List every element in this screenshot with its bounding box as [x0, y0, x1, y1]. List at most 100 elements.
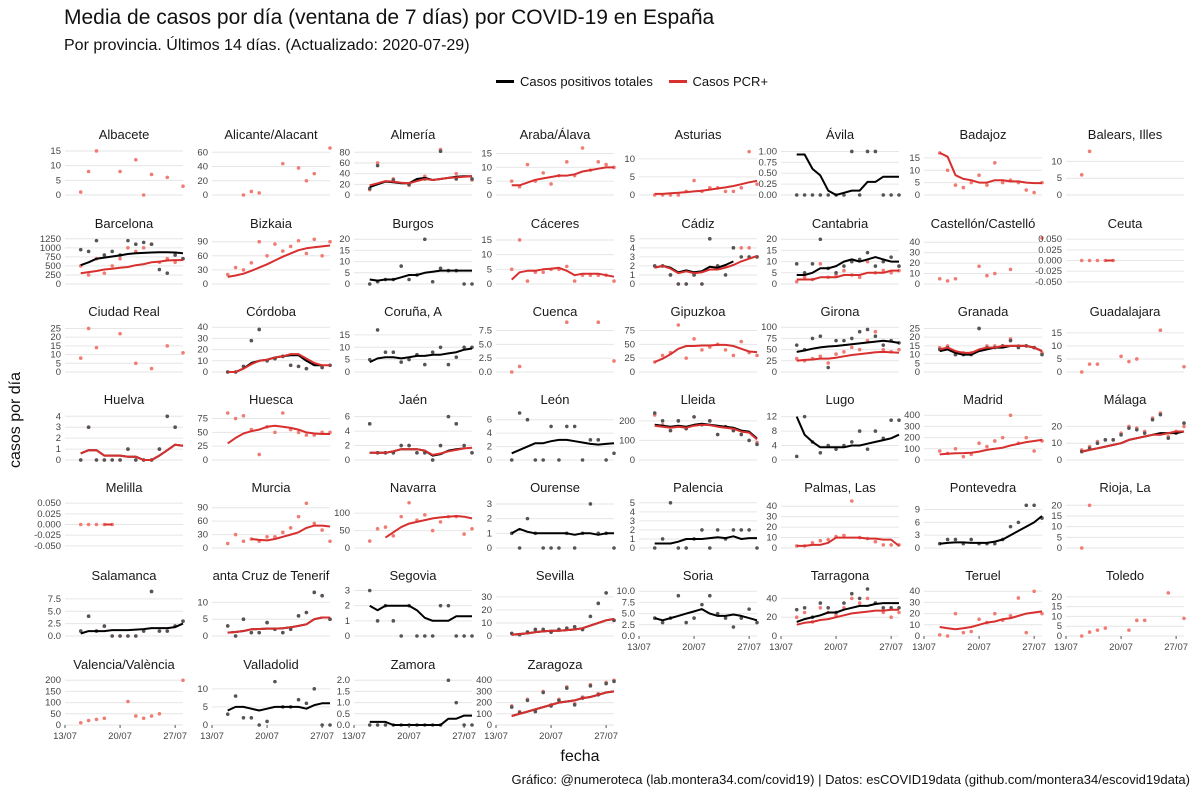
total-point	[94, 458, 99, 462]
y-tick-label: 30	[197, 265, 208, 276]
pcr-point	[660, 353, 665, 358]
y-tick-label: 4	[56, 411, 61, 422]
pcr-line	[654, 179, 758, 195]
pcr-point	[961, 185, 966, 190]
pcr-point	[165, 344, 170, 348]
panel-title-girona: Girona	[820, 304, 860, 319]
y-tick-label: 5	[1057, 621, 1062, 632]
pcr-point	[580, 146, 585, 150]
pcr-line	[796, 608, 899, 626]
pcr-point	[423, 513, 427, 517]
y-tick-label: 300	[904, 421, 920, 432]
total-point	[454, 355, 459, 359]
y-tick-label: 100	[761, 322, 777, 333]
total-line	[795, 416, 900, 449]
panel-title-tarragona: Tarragona	[811, 568, 870, 583]
panel-title-salamanca: Salamanca	[91, 568, 157, 583]
y-tick-label: 250	[45, 270, 61, 281]
y-tick-label: 0.050	[1038, 234, 1062, 245]
pcr-point	[383, 525, 388, 529]
total-point	[739, 616, 744, 620]
y-tick-label: 1250	[40, 234, 61, 245]
y-tick-label: 25	[197, 441, 208, 452]
pcr-point	[818, 262, 823, 266]
pcr-point	[565, 160, 569, 164]
y-tick-label: 0.0	[479, 367, 492, 378]
y-tick-label: 10	[481, 162, 492, 173]
total-point	[731, 246, 736, 250]
y-tick-label: 10	[481, 618, 492, 629]
total-point	[525, 417, 530, 422]
y-tick-label: -0.050	[1035, 277, 1062, 288]
y-tick-label: 100	[904, 444, 920, 455]
y-tick-label: 0.025	[37, 509, 61, 520]
total-line	[511, 527, 614, 536]
y-tick-label: 25	[50, 323, 61, 334]
y-tick-label: 100	[334, 508, 350, 519]
y-tick-label: 0	[487, 720, 492, 731]
y-tick-label: 15	[50, 146, 61, 157]
pcr-point	[723, 348, 728, 352]
total-point	[755, 442, 759, 447]
total-point	[652, 546, 657, 550]
caption: Gráfico: @numeroteca (lab.montera34.com/…	[511, 772, 1190, 787]
y-tick-label: 20	[481, 605, 492, 616]
pcr-point	[810, 540, 815, 545]
total-point	[517, 546, 522, 550]
y-tick-label: 0	[915, 190, 920, 201]
pcr-point	[281, 411, 285, 415]
total-point	[676, 419, 681, 423]
total-point	[1095, 441, 1100, 446]
total-point	[78, 247, 83, 252]
y-tick-label: 40	[197, 162, 208, 173]
y-tick-label: 0.000	[1038, 256, 1062, 267]
y-tick-label: 20	[339, 179, 350, 190]
total-point	[731, 625, 736, 629]
pcr-point	[296, 514, 301, 519]
pcr-line	[1081, 430, 1184, 453]
y-tick-label: 2	[487, 514, 492, 525]
x-tick-label: 13/07	[912, 642, 936, 653]
y-tick-label: 0.025	[1038, 245, 1062, 256]
total-point	[296, 364, 301, 369]
total-point	[818, 334, 823, 338]
total-point	[684, 620, 688, 625]
y-tick-label: 40	[909, 237, 920, 248]
pcr-point	[241, 268, 246, 272]
pcr-point	[1087, 149, 1092, 154]
pcr-point	[977, 173, 981, 178]
total-point	[233, 694, 238, 698]
pcr-point	[604, 162, 608, 167]
panel-title-c-ceres: Cáceres	[531, 216, 580, 231]
x-tick-label: 20/07	[397, 731, 421, 742]
panel-title-burgos: Burgos	[392, 216, 434, 231]
y-tick-label: 6	[487, 415, 492, 426]
y-tick-label: 2	[345, 601, 350, 612]
pcr-line	[227, 353, 330, 373]
pcr-point	[141, 246, 146, 250]
y-tick-label: 10.0	[617, 586, 636, 597]
pcr-point	[94, 717, 99, 722]
total-point	[288, 363, 293, 368]
pcr-point	[1024, 188, 1029, 192]
total-point	[834, 338, 838, 343]
y-tick-label: 5	[915, 358, 920, 369]
y-tick-label: 25	[624, 353, 635, 364]
pcr-point	[541, 171, 545, 175]
y-tick-label: 0	[203, 190, 208, 201]
total-point	[446, 362, 451, 367]
pcr-point	[525, 279, 530, 283]
pcr-point	[945, 168, 950, 173]
total-point	[857, 257, 862, 262]
y-tick-label: 10	[1051, 611, 1062, 622]
total-point	[708, 237, 712, 241]
pcr-point	[865, 596, 870, 601]
total-point	[810, 262, 815, 266]
pcr-point	[78, 720, 83, 725]
total-point	[557, 458, 561, 462]
y-tick-label: 10	[1051, 341, 1062, 352]
panel-title-barcelona: Barcelona	[95, 216, 154, 231]
pcr-point	[596, 160, 601, 164]
y-tick-label: 0	[56, 720, 61, 731]
total-point	[731, 528, 736, 532]
